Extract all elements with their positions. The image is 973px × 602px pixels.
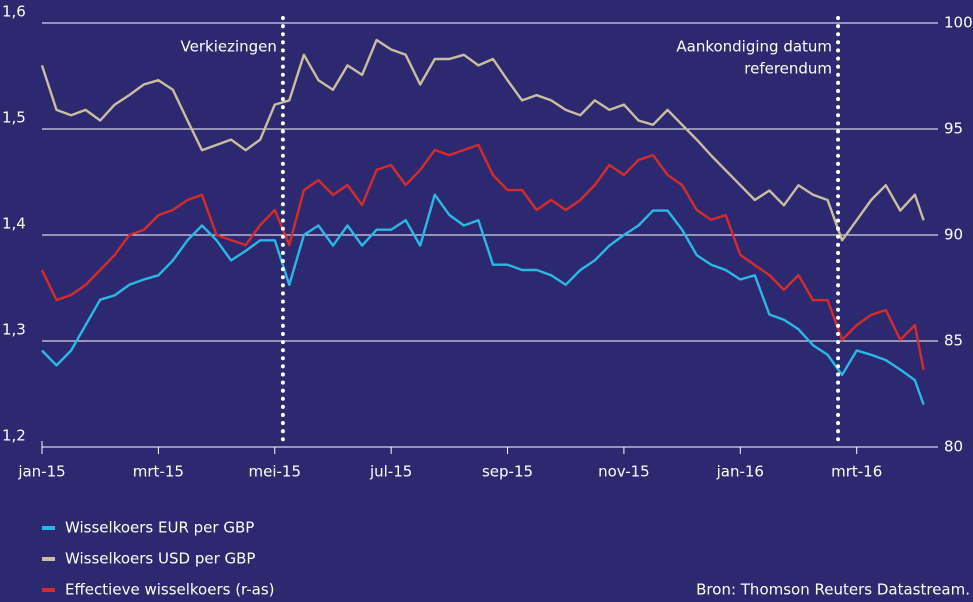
y-tick-label: 1,4 bbox=[2, 215, 26, 233]
y2-tick-label: 85 bbox=[944, 332, 963, 350]
y-tick-label: 1,2 bbox=[2, 427, 26, 445]
series-line bbox=[40, 38, 925, 242]
y-tick-label: 1,5 bbox=[2, 109, 26, 127]
x-tick-label: mrt-16 bbox=[831, 463, 882, 481]
y-tick-label: 1,6 bbox=[2, 3, 26, 21]
x-tick-label: jan-15 bbox=[17, 463, 65, 481]
series-line bbox=[41, 193, 925, 406]
y2-tick-label: 95 bbox=[944, 120, 963, 138]
legend-label: Effectieve wisselkoers (r-as) bbox=[65, 581, 275, 599]
legend-label: Wisselkoers USD per GBP bbox=[65, 550, 255, 568]
y2-tick-label: 90 bbox=[944, 226, 963, 244]
legend-label: Wisselkoers EUR per GBP bbox=[65, 519, 254, 537]
series-line bbox=[40, 143, 925, 371]
annotation-label: Aankondiging datum bbox=[676, 38, 832, 56]
annotation-label: Verkiezingen bbox=[181, 38, 277, 56]
x-tick-label: mrt-15 bbox=[133, 463, 184, 481]
source: Bron: Thomson Reuters Datastream. bbox=[696, 581, 970, 599]
x-tick-label: mei-15 bbox=[249, 463, 302, 481]
x-tick-label: jul-15 bbox=[369, 463, 412, 481]
y2-tick-label: 100 bbox=[944, 14, 973, 32]
annotation-label: referendum bbox=[744, 60, 832, 78]
y-tick-label: 1,3 bbox=[2, 321, 26, 339]
y2-tick-label: 80 bbox=[944, 438, 963, 456]
x-tick-label: nov-15 bbox=[598, 463, 650, 481]
x-tick-label: sep-15 bbox=[482, 463, 533, 481]
x-tick-label: jan-16 bbox=[716, 463, 764, 481]
